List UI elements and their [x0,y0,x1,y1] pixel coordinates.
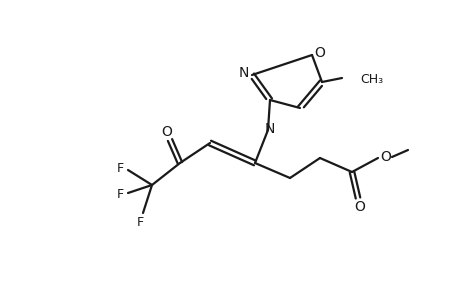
Text: CH₃: CH₃ [359,73,382,85]
Text: O: O [161,125,172,139]
Text: O: O [354,200,364,214]
Text: N: N [238,66,249,80]
Text: O: O [380,150,391,164]
Text: F: F [116,188,123,200]
Text: F: F [116,161,123,175]
Text: O: O [314,46,325,60]
Text: F: F [136,215,143,229]
Text: N: N [264,122,274,136]
